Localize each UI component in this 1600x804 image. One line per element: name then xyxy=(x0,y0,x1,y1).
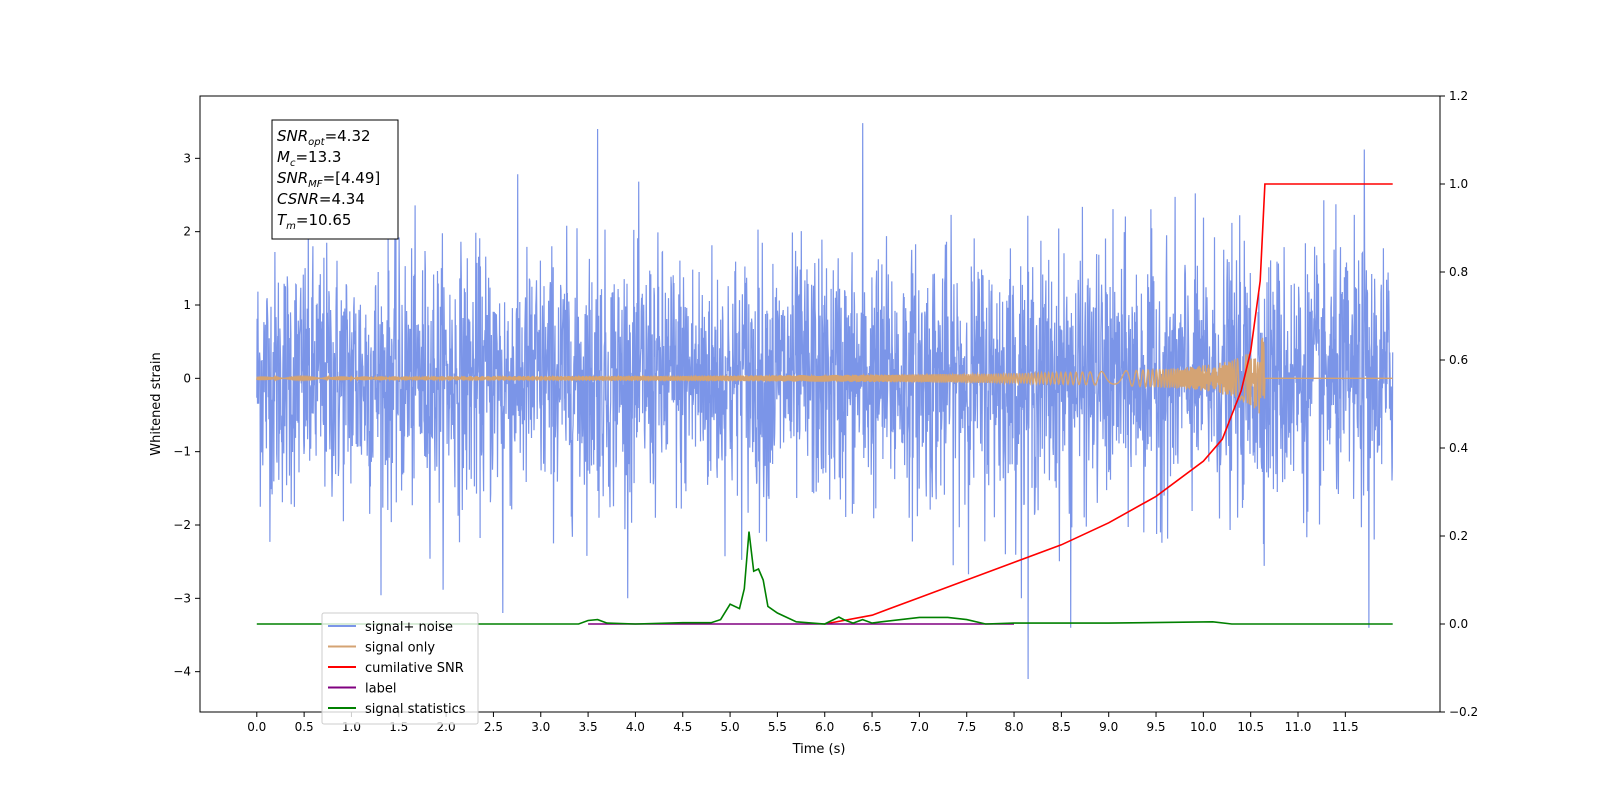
y-tick-label: −1 xyxy=(173,445,191,459)
y-tick-label: −2 xyxy=(173,518,191,532)
y-tick-label: 1 xyxy=(183,298,191,312)
y-tick-label: −4 xyxy=(173,665,191,679)
legend-label: signal statistics xyxy=(365,702,466,717)
axes-frame xyxy=(199,95,1441,713)
legend-label: label xyxy=(365,682,396,697)
series-signal-only xyxy=(256,337,1393,414)
y-axis-left: −4 −3 −2 −1 0 1 2 3 xyxy=(173,151,200,679)
plot-layer xyxy=(256,123,1394,680)
x-tick-label: 8.5 xyxy=(1052,720,1071,734)
series-signal-statistics xyxy=(256,531,1393,625)
y2-tick-label: 0.4 xyxy=(1449,441,1468,455)
x-tick-label: 3.5 xyxy=(579,720,598,734)
y-axis-right: −0.2 0.0 0.2 0.4 0.6 0.8 1.0 1.2 xyxy=(1440,89,1478,719)
x-tick-label: 7.5 xyxy=(957,720,976,734)
y-tick-label: 3 xyxy=(183,151,191,165)
legend-label: cumilative SNR xyxy=(365,661,464,676)
y-tick-label: −3 xyxy=(173,591,191,605)
series-signal-noise xyxy=(256,123,1394,680)
x-axis: 0.0 0.5 1.0 1.5 2.0 2.5 3.0 3.5 4.0 4.5 5.0 5.5 6.0 6… xyxy=(247,712,1359,734)
x-tick-label: 10.5 xyxy=(1237,720,1264,734)
y2-tick-label: 1.0 xyxy=(1449,177,1468,191)
x-tick-label: 11.0 xyxy=(1285,720,1312,734)
y2-tick-label: −0.2 xyxy=(1449,705,1478,719)
y-axis-label: Whitened strain xyxy=(149,352,164,455)
x-tick-label: 8.0 xyxy=(1004,720,1023,734)
annotation-line: SNRopt=4.32 xyxy=(277,127,371,148)
y2-tick-label: 0.6 xyxy=(1449,353,1468,367)
x-tick-label: 5.5 xyxy=(768,720,787,734)
y2-tick-label: 0.2 xyxy=(1449,529,1468,543)
series-cumulative-snr xyxy=(824,183,1393,625)
x-tick-label: 10.0 xyxy=(1190,720,1217,734)
annotation-line: Tm=10.65 xyxy=(277,211,351,232)
x-tick-label: 11.5 xyxy=(1332,720,1359,734)
x-tick-label: 9.0 xyxy=(1099,720,1118,734)
x-tick-label: 6.5 xyxy=(863,720,882,734)
annotation-line: CSNR=4.34 xyxy=(277,190,365,208)
x-tick-label: 9.5 xyxy=(1146,720,1165,734)
x-tick-label: 2.5 xyxy=(484,720,503,734)
x-tick-label: 5.0 xyxy=(721,720,740,734)
x-tick-label: 4.5 xyxy=(673,720,692,734)
y2-tick-label: 1.2 xyxy=(1449,89,1468,103)
legend-frame xyxy=(321,612,479,725)
annotation-line: Mc=13.3 xyxy=(277,148,341,169)
y2-tick-label: 0.0 xyxy=(1449,617,1468,631)
legend: signal+ noise signal only cumilative SNR la… xyxy=(321,612,479,725)
x-tick-label: 0.5 xyxy=(295,720,314,734)
y-tick-label: 2 xyxy=(183,225,191,239)
legend-label: signal only xyxy=(365,641,435,656)
x-tick-label: 0.0 xyxy=(247,720,266,734)
legend-label: signal+ noise xyxy=(365,620,453,635)
annotation-line: SNRMF=[4.49] xyxy=(277,169,380,190)
x-tick-label: 6.0 xyxy=(815,720,834,734)
x-tick-label: 3.0 xyxy=(531,720,550,734)
x-tick-label: 4.0 xyxy=(626,720,645,734)
x-axis-label: Time (s) xyxy=(792,742,846,757)
x-tick-label: 7.0 xyxy=(910,720,929,734)
y-tick-label: 0 xyxy=(183,371,191,385)
y2-tick-label: 0.8 xyxy=(1449,265,1468,279)
annotation-frame xyxy=(271,119,399,240)
